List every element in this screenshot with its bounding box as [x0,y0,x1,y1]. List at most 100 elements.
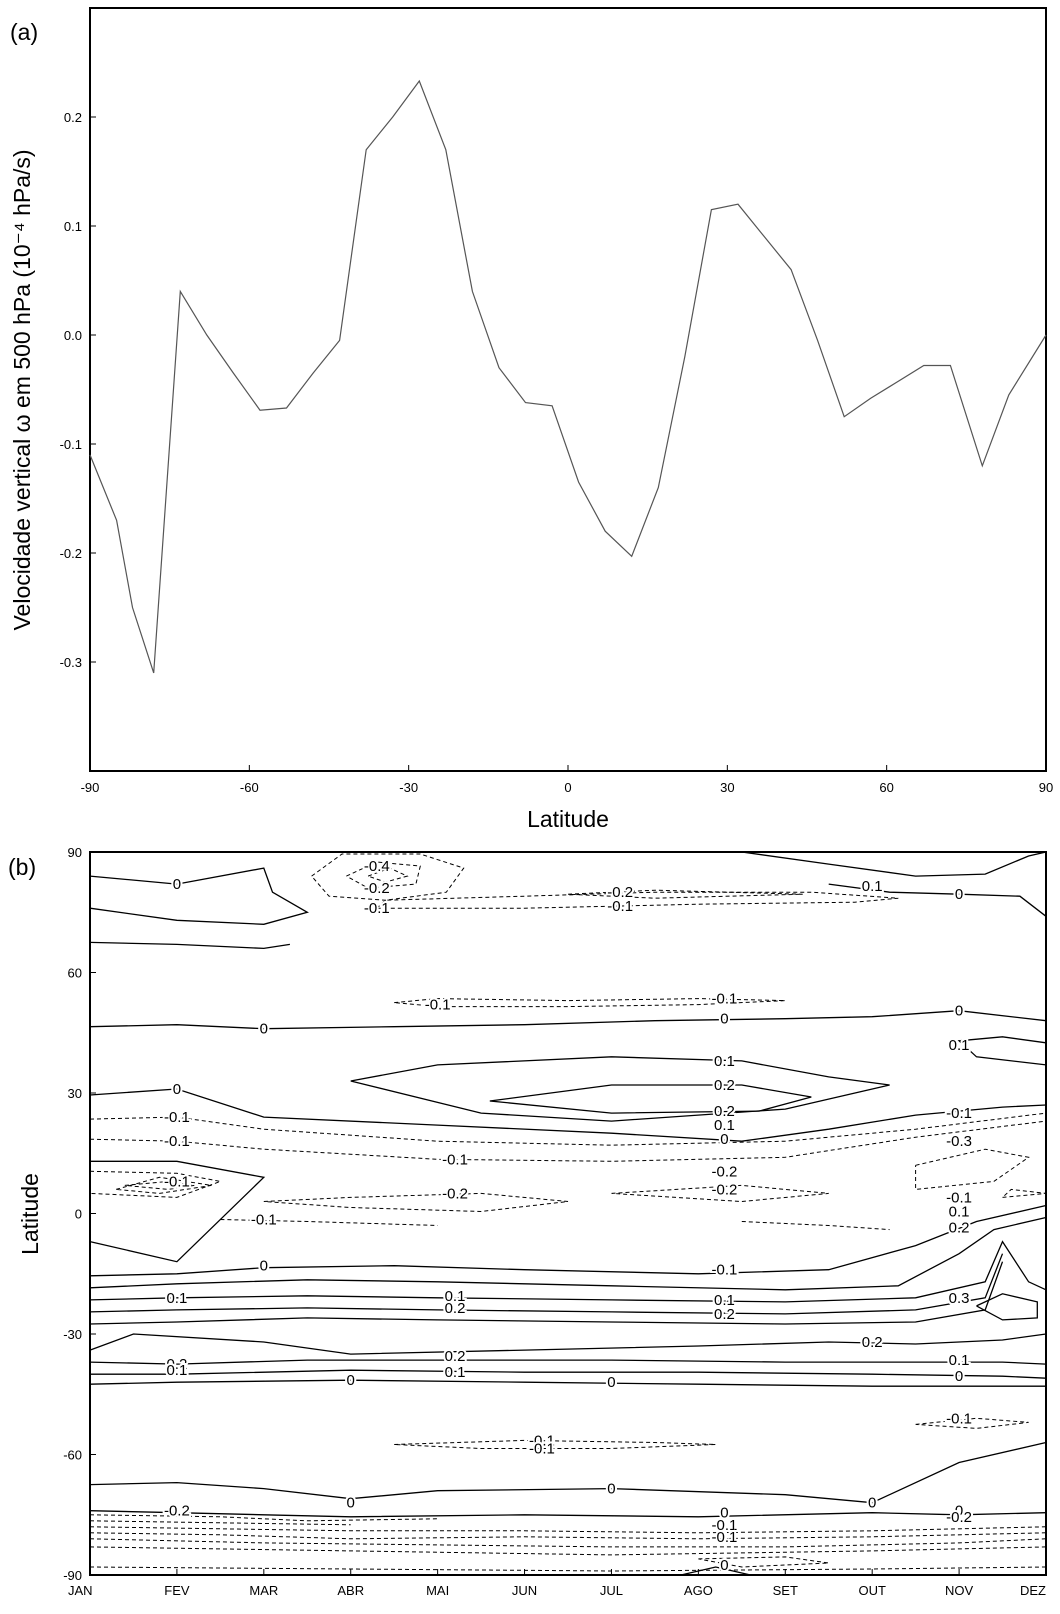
panel-a-series-line [89,79,1047,674]
contour-label: -0.2 [712,1181,738,1198]
contour-line-solid [89,1379,1046,1387]
panel-b-contour-labels: 0-0.4-0.2-0.1-0.2-0.10.1 0-0.1 -0.100 00.10… [162,856,974,1576]
contour-line-solid [828,883,1047,917]
contour-line-dashed [89,1532,1047,1540]
panel-b-contours [89,851,1047,1576]
panel-a-ytick-label: -0.3 [60,655,82,670]
panel-a-frame [89,7,1047,772]
contour-label: -0.1 [164,1133,190,1150]
panel-a-ylabel: Velocidade vertical ω em 500 hPa (10⁻⁴ h… [9,149,35,630]
panel-b-ytick-label: -30 [63,1327,82,1342]
contour-label: 0 [955,886,963,903]
panel-a-xticks: -90 -60 -30 0 30 60 90 [81,765,1053,795]
contour-label: -0.1 [712,991,738,1008]
contour-label: -0.2 [442,1185,468,1202]
contour-label: 0 [955,1003,963,1020]
contour-line-dashed [567,889,803,899]
contour-label: 0 [955,1503,963,1520]
contour-line-dashed [220,1219,438,1226]
contour-label: 0.2 [714,1306,735,1323]
contour-label: -0.2 [164,1503,190,1520]
contour-label: -0.1 [607,898,633,915]
panel-b-ytick-label: 60 [68,966,82,981]
panel-b-xtick-label: MAR [249,1583,278,1598]
contour-label: 0.2 [862,1334,883,1351]
contour-label: -0.3 [946,1133,972,1150]
panel-b-ytick-label: 90 [68,845,82,860]
panel-a-xlabel: Latitude [527,806,609,832]
contour-label: 0.1 [862,878,883,895]
contour-label: 0 [607,1374,615,1391]
contour-label: -0.1 [712,1529,738,1546]
contour-line-dashed [89,1526,1047,1534]
contour-line-dashed [89,1520,351,1526]
contour-label: 0 [173,876,181,893]
panel-a-ytick-label: -0.1 [60,437,82,452]
contour-label: 0 [173,1081,181,1098]
contour-line-solid [89,1240,1047,1303]
contour-line-solid [89,1359,1047,1365]
panel-b-xtick-label: AGO [684,1583,713,1598]
panel-a-ytick-label: 0.2 [64,110,82,125]
contour-label: -0.1 [946,1105,972,1122]
contour-line-dashed [89,1546,1047,1556]
panel-a-xtick-label: 90 [1039,780,1053,795]
contour-line-solid [680,1566,751,1576]
contour-label: 0 [720,1131,728,1148]
contour-line-solid [89,1441,1047,1504]
contour-line-solid [89,1216,1047,1291]
contour-label: 0 [720,1557,728,1574]
contour-line-solid [957,1036,1047,1066]
contour-line-solid [89,1088,1047,1142]
panel-b-xtick-label: JUN [512,1583,537,1598]
contour-label: 0 [260,1021,268,1038]
panel-b-xtick-label: JUL [600,1583,623,1598]
contour-line-dashed [915,1148,1030,1190]
contour-line-solid [89,1261,1004,1325]
contour-line-solid [89,941,290,950]
panel-b-ylabel: Latitude [17,1173,43,1255]
panel-b: (b) Latitude JAN FEV MAR ABR MAI JUN JUL AGO SET… [8,845,1047,1598]
panel-a-ytick-label: 0.1 [64,219,82,234]
panel-b-xtick-label: DEZ [1020,1583,1046,1598]
contour-label: -0.2 [946,1509,972,1526]
panel-b-xtick-label: JAN [68,1583,93,1598]
panel-b-ytick-label: 30 [68,1086,82,1101]
contour-label: 0 [347,1372,355,1389]
contour-label: 0.3 [949,1290,970,1307]
contour-label: -0.4 [364,858,390,875]
panel-a-xtick-label: -30 [399,780,418,795]
contour-label: -0.2 [712,1163,738,1180]
panel-a-xtick-label: 30 [720,780,734,795]
panel-a-ytick-label: 0.0 [64,328,82,343]
contour-label: -0.2 [607,884,633,901]
contour-label: -0.1 [425,997,451,1014]
panel-b-frame [89,851,1047,1576]
contour-label: 0.1 [714,1292,735,1309]
contour-label: 0.1 [445,1364,466,1381]
contour-line-dashed [741,1221,890,1231]
contour-label: 0 [868,1495,876,1512]
contour-label: 0 [607,1481,615,1498]
contour-line-dashed [611,1184,829,1203]
panel-b-yticks: -90 -60 -30 0 30 60 90 [63,845,96,1583]
panel-a-ytick-label: -0.2 [60,546,82,561]
contour-line-dashed [394,1439,716,1449]
panel-b-ytick-label: -60 [63,1448,82,1463]
contour-line-dashed [367,867,409,883]
contour-line-dashed [915,1417,1029,1429]
panel-a-xtick-label: 60 [879,780,893,795]
panel-b-xtick-label: NOV [945,1583,974,1598]
contour-label: 0 [260,1258,268,1275]
contour-label: 0.1 [949,1352,970,1369]
contour-label: -0.1 [712,1517,738,1534]
contour-label: 0 [720,1011,728,1028]
panel-a-label: (a) [10,19,38,45]
contour-line-solid [89,1160,266,1263]
contour-line-dashed [346,861,421,889]
contour-label: 0.1 [445,1288,466,1305]
contour-line-solid [89,1510,1047,1518]
contour-label: 0.2 [445,1348,466,1365]
panel-b-xtick-label: MAI [426,1583,449,1598]
